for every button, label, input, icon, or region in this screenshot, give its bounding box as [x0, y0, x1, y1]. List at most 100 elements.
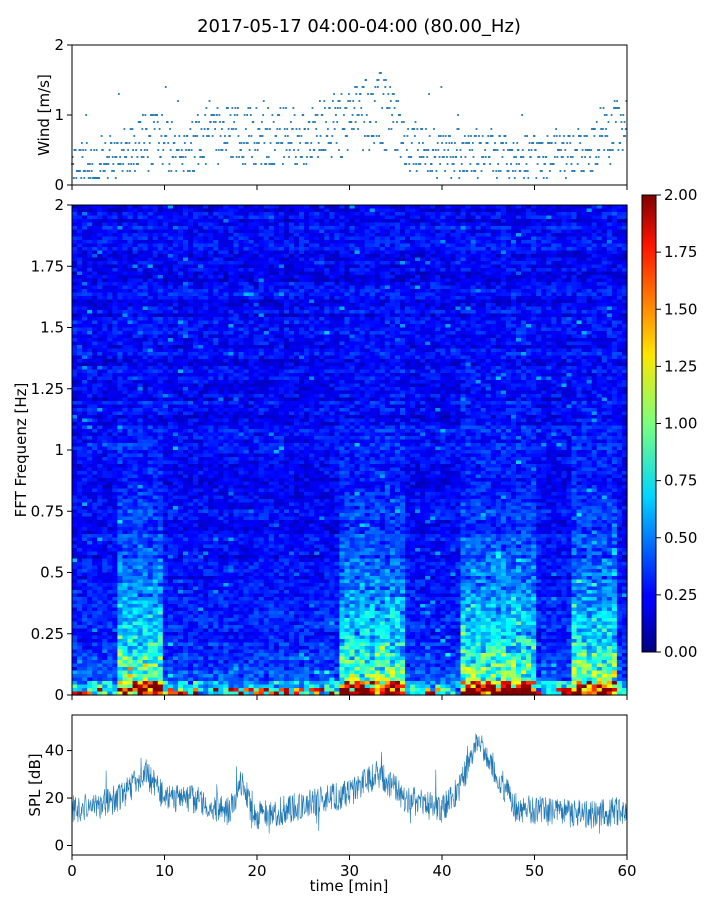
spectrogram-cell: [162, 205, 169, 210]
wind-point: [612, 142, 615, 144]
spectrogram-cell: [334, 282, 341, 287]
wind-point: [526, 135, 528, 137]
spectrogram-cell: [384, 303, 391, 308]
spectrogram-cell: [288, 208, 295, 213]
wind-point: [441, 156, 444, 158]
spectrogram-cell: [374, 313, 381, 318]
spectrogram-cell: [309, 257, 315, 262]
spectrogram-cell: [510, 222, 517, 227]
spectrogram-cell: [294, 257, 300, 262]
spectrogram-cell: [596, 222, 603, 227]
spectrogram-cell: [268, 278, 275, 283]
spectrogram-cell: [218, 229, 224, 234]
spectrogram-cell: [243, 240, 250, 245]
spectrogram-cell: [475, 247, 482, 252]
spectrogram-cell: [152, 219, 159, 224]
spectrogram-cell: [294, 292, 300, 297]
spectrogram-cell: [510, 320, 517, 325]
spectrogram-cell: [410, 226, 416, 231]
spectrogram-cell: [500, 306, 507, 311]
spectrogram-cell: [319, 212, 325, 217]
spectrogram-cell: [516, 219, 522, 224]
spectrogram-cell: [546, 205, 552, 210]
spectrogram-cell: [253, 271, 260, 276]
spectrogram-cell: [495, 310, 502, 315]
spectrogram-cell: [606, 310, 613, 315]
spectrogram-cell: [541, 208, 547, 213]
spectrogram-cell: [556, 296, 563, 301]
spectrogram-cell: [460, 261, 467, 266]
spectrogram-cell: [475, 268, 482, 273]
spectrogram-cell: [102, 205, 108, 210]
spectrogram-cell: [551, 285, 557, 290]
spectrogram-cell: [495, 243, 502, 248]
spectrogram-cell: [399, 275, 406, 280]
spectrogram-cell: [299, 303, 305, 308]
spectrogram-cell: [127, 257, 134, 262]
wind-point: [590, 128, 593, 130]
spectrogram-cell: [601, 264, 608, 269]
spectrogram-cell: [591, 292, 598, 297]
spectrogram-cell: [374, 320, 381, 325]
spectrogram-cell: [132, 229, 139, 234]
spectrogram-cell: [389, 233, 396, 238]
spectrogram-cell: [218, 222, 224, 227]
wind-point: [603, 114, 606, 116]
spectrogram-cell: [516, 271, 522, 276]
spectrogram-cell: [394, 212, 401, 217]
spectrogram-cell: [480, 226, 487, 231]
spectrogram-cell: [500, 212, 507, 217]
spectrogram-cell: [72, 299, 78, 304]
spectrogram-cell: [480, 296, 487, 301]
spectrogram-cell: [364, 303, 371, 308]
wind-point: [569, 156, 572, 158]
spectrogram-cell: [203, 317, 209, 322]
spectrogram-cell: [531, 289, 537, 294]
spectrogram-cell: [495, 233, 502, 238]
spectrogram-cell: [142, 275, 149, 280]
wind-point: [362, 86, 365, 88]
spectrogram-cell: [132, 208, 139, 213]
wind-point: [118, 163, 121, 165]
spectrogram-cell: [394, 205, 401, 210]
spectrogram-cell: [460, 212, 467, 217]
wind-point: [252, 121, 255, 123]
spectrogram-cell: [521, 254, 527, 259]
spectrogram-cell: [248, 282, 255, 287]
spectrogram-cell: [435, 299, 441, 304]
spectrogram-cell: [87, 240, 93, 245]
wind-point: [522, 156, 525, 158]
spectrogram-cell: [102, 243, 108, 248]
spectrogram-cell: [500, 327, 507, 332]
spectrogram-cell: [616, 226, 623, 231]
spectrogram-cell: [394, 264, 401, 269]
spectrogram-cell: [521, 250, 527, 255]
spectrogram-cell: [546, 306, 552, 311]
spectrogram-cell: [415, 289, 421, 294]
spectrogram-cell: [92, 250, 98, 255]
spectrogram-cell: [546, 275, 552, 280]
spectrogram-cell: [349, 205, 356, 210]
wind-point: [393, 93, 395, 95]
spectrogram-cell: [102, 327, 108, 332]
spectrogram-cell: [314, 292, 320, 297]
spectrogram-cell: [112, 278, 119, 283]
wind-point: [110, 142, 113, 144]
spectrogram-cell: [107, 250, 113, 255]
wind-point: [157, 149, 160, 151]
spectrogram-cell: [596, 324, 603, 329]
spectrogram-cell: [253, 233, 260, 238]
spectrogram-cell: [425, 219, 431, 224]
spectrogram-cell: [561, 208, 568, 213]
spectrogram-cell: [440, 320, 446, 325]
spectrogram-cell: [172, 327, 179, 332]
spectrogram-cell: [505, 222, 512, 227]
spectrogram-cell: [420, 205, 426, 210]
wind-point: [328, 107, 331, 109]
wind-point: [573, 170, 576, 172]
spectrogram-cell: [147, 250, 154, 255]
spectrogram-cell: [546, 292, 552, 297]
spectrogram-cell: [77, 303, 83, 308]
spectrogram-cell: [193, 229, 199, 234]
